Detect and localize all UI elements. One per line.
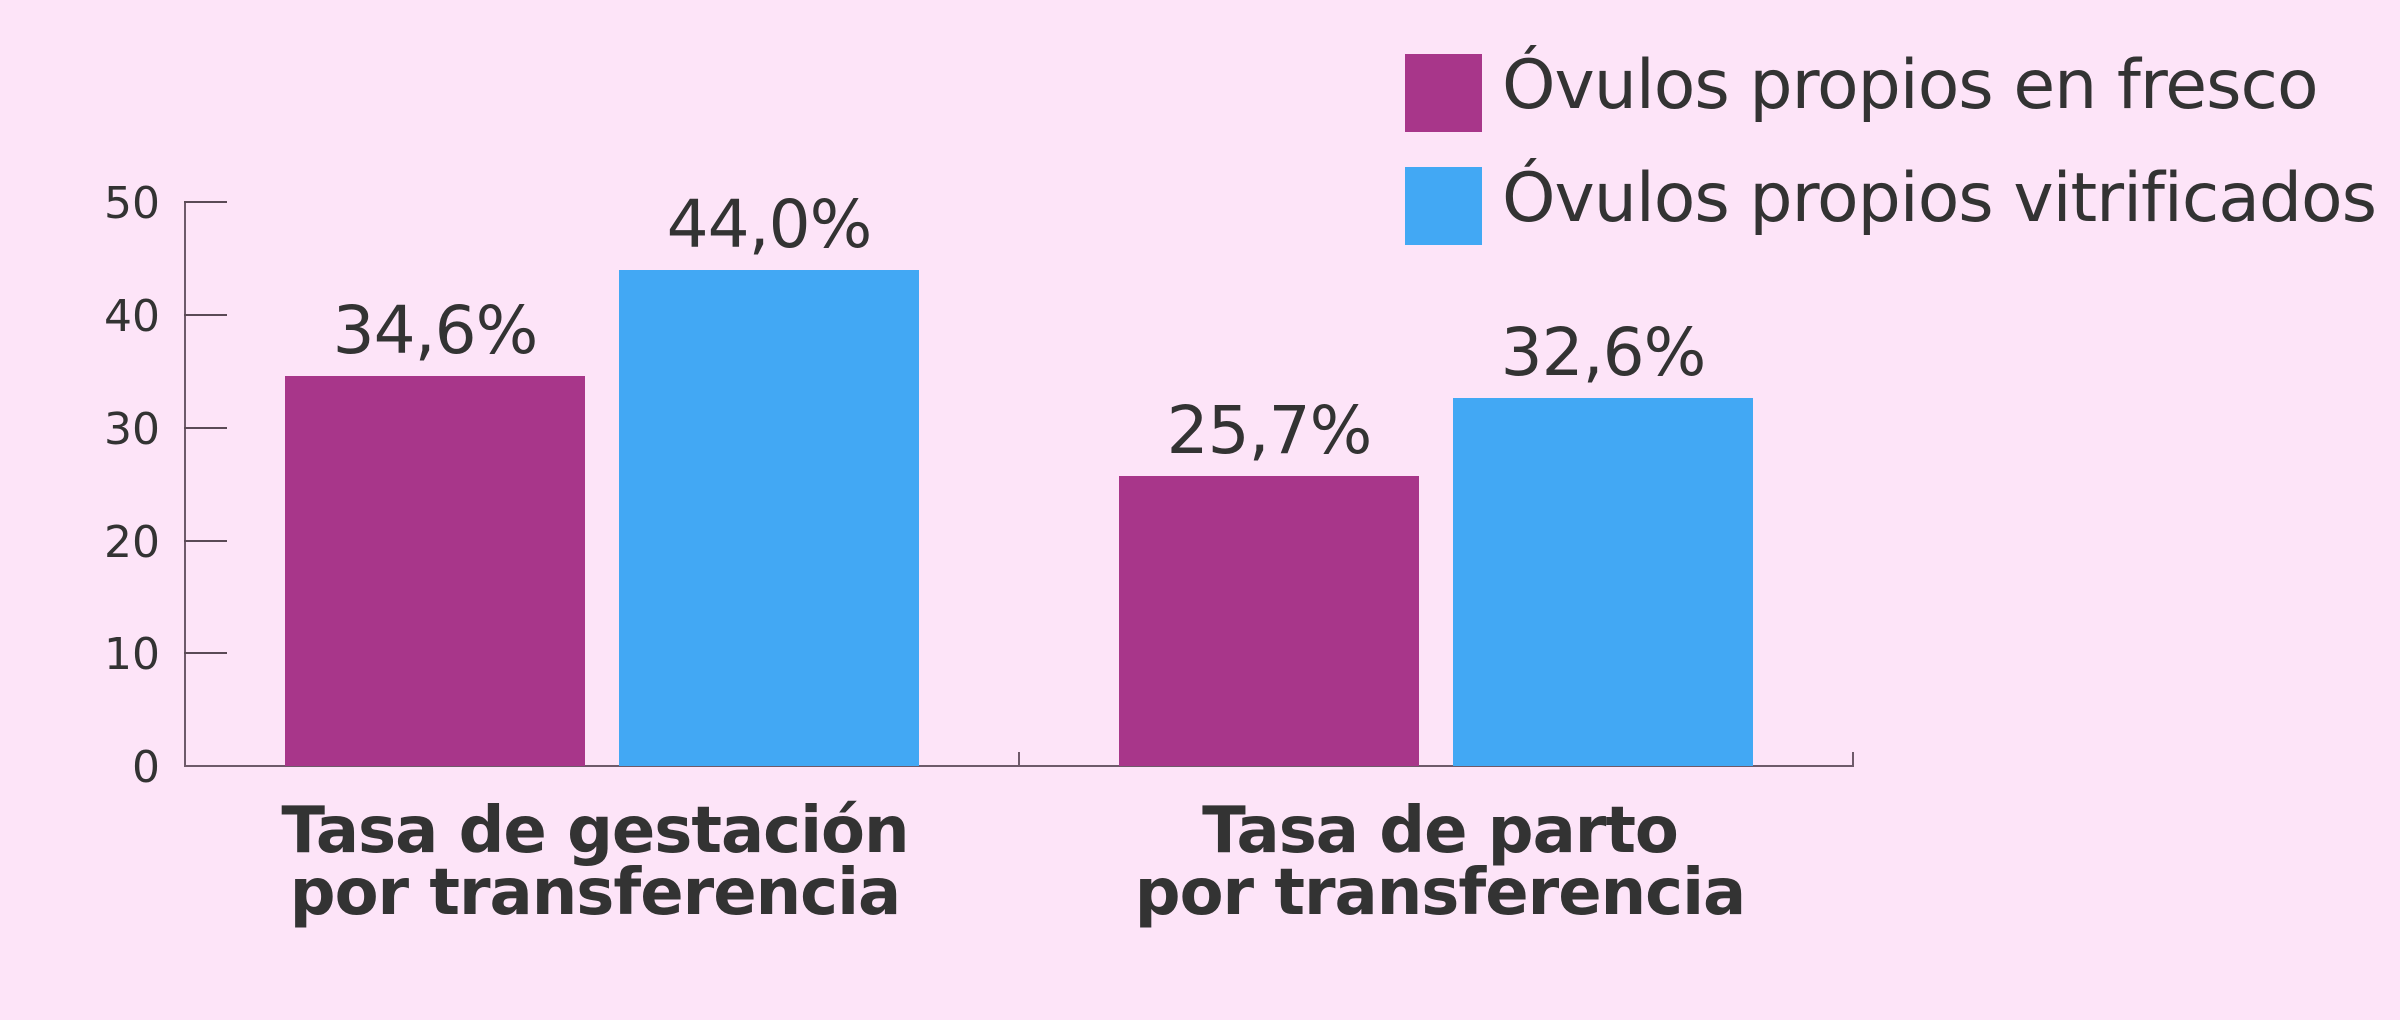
bar-parto-vitrificados: [1453, 398, 1753, 766]
x-tick-end: [1852, 752, 1854, 766]
y-label-20: 20: [104, 517, 160, 568]
category-label-gestacion-line2: por transferencia: [289, 856, 901, 930]
legend-swatch-fresh: [1405, 54, 1482, 132]
value-label-parto-vitrificados: 32,6%: [1500, 314, 1707, 391]
y-tick-10: [184, 652, 227, 654]
bar-gestacion-vitrificados: [619, 270, 919, 766]
y-label-30: 30: [104, 404, 160, 455]
bar-parto-fresco: [1119, 476, 1419, 766]
legend-label-fresh: Óvulos propios en fresco: [1502, 46, 2319, 125]
y-label-50: 50: [104, 178, 160, 229]
y-label-0: 0: [132, 742, 160, 793]
x-axis-line: [184, 765, 1854, 767]
y-tick-50: [184, 201, 227, 203]
bar-gestacion-fresco: [285, 376, 585, 766]
y-label-40: 40: [104, 291, 160, 342]
category-label-parto-line1: Tasa de parto: [1202, 794, 1679, 868]
category-label-parto-line2: por transferencia: [1134, 856, 1746, 930]
y-tick-20: [184, 540, 227, 542]
category-label-parto: Tasa de parto por transferencia: [1080, 794, 1800, 930]
value-label-gestacion-fresco: 34,6%: [332, 292, 539, 369]
y-label-10: 10: [104, 629, 160, 680]
value-label-parto-fresco: 25,7%: [1166, 392, 1373, 469]
category-label-gestacion-line1: Tasa de gestación: [281, 794, 909, 868]
legend-label-vitrified: Óvulos propios vitrificados: [1502, 159, 2377, 238]
value-label-gestacion-vitrificados: 44,0%: [666, 186, 873, 263]
y-axis-line: [184, 202, 186, 767]
x-tick-middle: [1018, 752, 1020, 766]
y-tick-30: [184, 427, 227, 429]
y-tick-40: [184, 314, 227, 316]
legend-swatch-vitrified: [1405, 167, 1482, 245]
category-label-gestacion: Tasa de gestación por transferencia: [235, 794, 955, 930]
